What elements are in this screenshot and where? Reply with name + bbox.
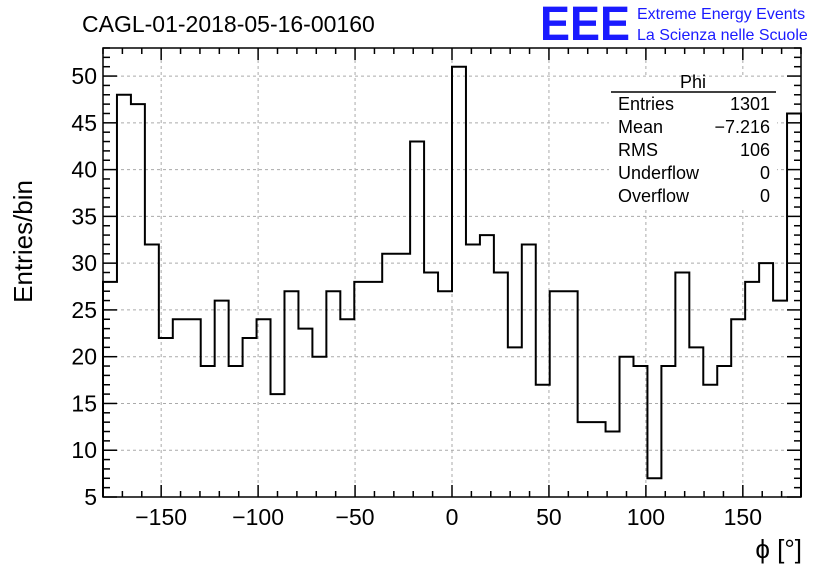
histogram-bin xyxy=(466,244,480,497)
x-tick-label: 150 xyxy=(724,504,762,530)
histogram-bin xyxy=(284,291,298,497)
histogram-bin xyxy=(647,478,661,497)
x-tick-label: −150 xyxy=(135,504,187,530)
stats-label: RMS xyxy=(618,140,658,160)
y-tick-label: 35 xyxy=(71,203,97,229)
histogram-bin xyxy=(731,319,745,497)
x-axis-label: ϕ [°] xyxy=(755,534,802,564)
axis-ticks xyxy=(102,47,802,498)
stats-value: 0 xyxy=(760,186,770,206)
y-tick-label: 30 xyxy=(71,250,97,276)
histogram-outline xyxy=(102,65,802,497)
y-tick-label: 15 xyxy=(71,390,97,416)
histogram-bin xyxy=(745,282,759,497)
y-tick-label: 20 xyxy=(71,344,97,370)
y-axis-label: Entries/bin xyxy=(8,180,38,303)
stats-value: −7.216 xyxy=(714,117,770,137)
histogram-bin xyxy=(620,357,634,497)
histogram-bin xyxy=(717,366,731,497)
histogram-bin xyxy=(452,67,466,497)
histogram-bin xyxy=(340,319,354,497)
histogram-bin xyxy=(187,319,201,497)
histogram-bin xyxy=(173,319,187,497)
histogram-bin xyxy=(368,282,382,497)
histogram-bin xyxy=(201,366,215,497)
histogram-bin xyxy=(661,366,675,497)
chart-title: CAGL-01-2018-05-16-00160 xyxy=(82,11,375,37)
histogram-bin xyxy=(606,432,620,497)
y-tick-labels: 5 10 15 20 25 30 35 40 45 50 xyxy=(71,63,97,510)
histogram-bin xyxy=(382,254,396,497)
eee-logo: EEE Extreme Energy Events La Scienza nel… xyxy=(540,0,808,51)
histogram-bin xyxy=(424,273,438,498)
histogram-bin xyxy=(787,113,801,497)
histogram-bin xyxy=(410,142,424,497)
histogram-bin xyxy=(117,95,131,497)
histogram-bin xyxy=(550,291,564,497)
histogram-bin xyxy=(103,282,117,497)
y-tick-label: 25 xyxy=(71,297,97,323)
histogram-bin xyxy=(257,319,271,497)
histogram-bin xyxy=(438,291,452,497)
histogram-bin xyxy=(298,329,312,497)
histogram-bin xyxy=(564,291,578,497)
histogram-bin xyxy=(633,366,647,497)
histogram-bin xyxy=(773,301,787,497)
histogram-bin xyxy=(578,422,592,497)
histogram-bin xyxy=(229,366,243,497)
histogram-bin xyxy=(480,235,494,497)
histogram-bin xyxy=(703,385,717,497)
logo-line1: Extreme Energy Events xyxy=(637,6,805,23)
histogram-bin xyxy=(215,301,229,497)
histogram-bin xyxy=(354,282,368,497)
stats-value: 106 xyxy=(740,140,770,160)
y-tick-label: 45 xyxy=(71,110,97,136)
x-tick-label: 100 xyxy=(627,504,665,530)
x-tick-label: 50 xyxy=(536,504,562,530)
histogram-bin xyxy=(145,244,159,497)
stats-title: Phi xyxy=(680,72,706,92)
histogram-bin xyxy=(494,273,508,498)
histogram-bin xyxy=(592,422,606,497)
histogram-bin xyxy=(675,273,689,498)
histogram-bin xyxy=(243,338,257,497)
y-tick-label: 40 xyxy=(71,157,97,183)
x-tick-labels: −150 −100 −50 0 50 100 150 xyxy=(135,504,762,530)
x-tick-label: −50 xyxy=(336,504,375,530)
stats-value: 0 xyxy=(760,163,770,183)
histogram-bin xyxy=(396,254,410,497)
stats-value: 1301 xyxy=(730,94,770,114)
histogram-bin xyxy=(508,347,522,497)
histogram-bin xyxy=(689,347,703,497)
y-tick-label: 50 xyxy=(71,63,97,89)
logo-mark: EEE xyxy=(540,0,630,51)
stats-rows: Entries 1301 Mean −7.216 RMS 106 Underflow 0 Ove… xyxy=(618,94,770,206)
y-tick-label: 5 xyxy=(84,484,97,510)
y-tick-label: 10 xyxy=(71,437,97,463)
histogram-bin xyxy=(131,104,145,497)
histogram-bin xyxy=(271,394,285,497)
stats-box: Phi Entries 1301 Mean −7.216 RMS 106 Underflow… xyxy=(609,72,777,208)
stats-box-bg xyxy=(609,78,777,208)
stats-label: Mean xyxy=(618,117,663,137)
histogram-bin xyxy=(759,263,773,497)
histogram-bin xyxy=(326,291,340,497)
histogram-bin xyxy=(536,385,550,497)
x-tick-label: −100 xyxy=(232,504,284,530)
histogram-bin xyxy=(312,357,326,497)
stats-label: Overflow xyxy=(618,186,690,206)
stats-label: Entries xyxy=(618,94,674,114)
stats-label: Underflow xyxy=(618,163,700,183)
x-tick-label: 0 xyxy=(446,504,459,530)
histogram-bin xyxy=(522,244,536,497)
logo-line2: La Scienza nelle Scuole xyxy=(637,27,808,44)
histogram-bin xyxy=(159,338,173,497)
